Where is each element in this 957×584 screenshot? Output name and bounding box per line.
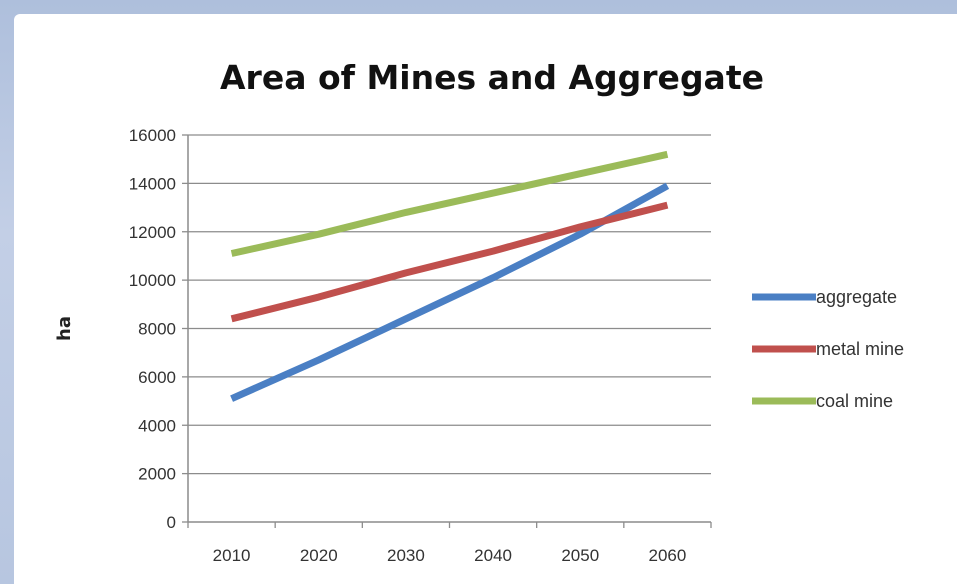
y-tick-label: 6000 [138, 368, 176, 387]
y-tick-label: 10000 [129, 271, 176, 290]
x-tick-label: 2010 [213, 546, 251, 565]
y-tick-labels: 0 2000 4000 6000 8000 10000 12000 14000 16000 [129, 126, 176, 532]
x-tick-label: 2040 [474, 546, 512, 565]
x-tick-label: 2060 [649, 546, 687, 565]
x-tick-label: 2030 [387, 546, 425, 565]
y-tick-label: 4000 [138, 416, 176, 435]
legend-label: metal mine [816, 339, 904, 359]
gridlines [188, 134, 711, 475]
x-tick-label: 2050 [561, 546, 599, 565]
series-line-coal-mine [230, 150, 669, 257]
y-tick-label: 0 [167, 513, 176, 532]
y-tick-label: 16000 [129, 126, 176, 145]
legend: aggregate metal mine coal mine [752, 287, 904, 411]
legend-label: coal mine [816, 391, 893, 411]
series-line-aggregate [230, 182, 670, 402]
y-tick-label: 12000 [129, 223, 176, 242]
y-tick-label: 2000 [138, 465, 176, 484]
chart-frame: Area of Mines and Aggregate 0 2000 4000 600… [14, 14, 957, 584]
y-tick-label: 14000 [129, 174, 176, 193]
legend-label: aggregate [816, 287, 897, 307]
y-axis-label: ha [54, 316, 75, 341]
series-line-metal-mine [230, 201, 669, 323]
y-tick-label: 8000 [138, 320, 176, 339]
x-tick-labels: 2010 2020 2030 2040 2050 2060 [213, 546, 687, 565]
line-chart: Area of Mines and Aggregate 0 2000 4000 600… [54, 58, 904, 565]
x-tick-label: 2020 [300, 546, 338, 565]
axes [182, 134, 712, 528]
series-lines [230, 150, 670, 402]
chart-title: Area of Mines and Aggregate [220, 58, 764, 97]
